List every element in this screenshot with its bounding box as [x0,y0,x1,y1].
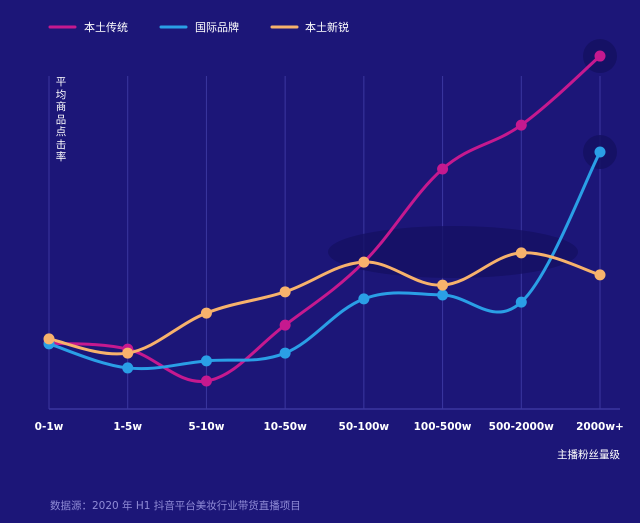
data-point [515,296,527,308]
source-note: 数据源：2020 年 H1 抖音平台美妆行业带货直播项目 [50,500,301,512]
x-tick-label: 5-10w [188,421,224,433]
data-point [122,347,134,359]
data-point [515,119,527,131]
data-point [43,333,55,345]
data-point [594,269,606,281]
series-line [47,54,602,383]
y-axis-title: 平均商品点击率 [55,76,67,163]
x-tick-label: 1-5w [113,421,142,433]
legend-item-0[interactable]: 本土传统 [48,20,128,34]
data-point [437,163,449,175]
x-axis-title: 主播粉丝量级 [557,448,620,461]
x-tick-label: 100-500w [414,421,472,433]
data-point [437,279,449,291]
series-line [47,251,602,356]
data-point [279,347,291,359]
highlight-shadows [328,39,617,278]
x-axis-ticks: 0-1w 1-5w 5-10w 10-50w 50-100w 100-500w 500-20… [35,421,624,433]
data-point [279,319,291,331]
x-tick-label: 10-50w [263,421,307,433]
series-lines [47,54,602,383]
legend-item-1[interactable]: 国际品牌 [159,20,239,34]
data-point [122,362,134,374]
data-point [200,355,212,367]
data-point [279,286,291,298]
series-points [43,50,606,387]
x-tick-label: 500-2000w [489,421,554,433]
data-point [594,146,606,158]
legend-label: 本土传统 [84,20,128,34]
data-point [594,50,606,62]
legend-item-2[interactable]: 本土新锐 [270,20,349,34]
data-point [515,247,527,259]
data-point [358,256,370,268]
data-point [437,289,449,301]
x-tick-label: 0-1w [35,421,64,433]
data-point [200,375,212,387]
highlight-ellipse [328,226,578,278]
legend-label: 国际品牌 [195,20,239,34]
x-tick-label: 50-100w [339,421,390,433]
legend: 本土传统 国际品牌 本土新锐 [48,20,349,34]
data-point [358,293,370,305]
data-point [200,307,212,319]
x-tick-label: 2000w+ [576,421,624,433]
legend-label: 本土新锐 [305,20,349,34]
